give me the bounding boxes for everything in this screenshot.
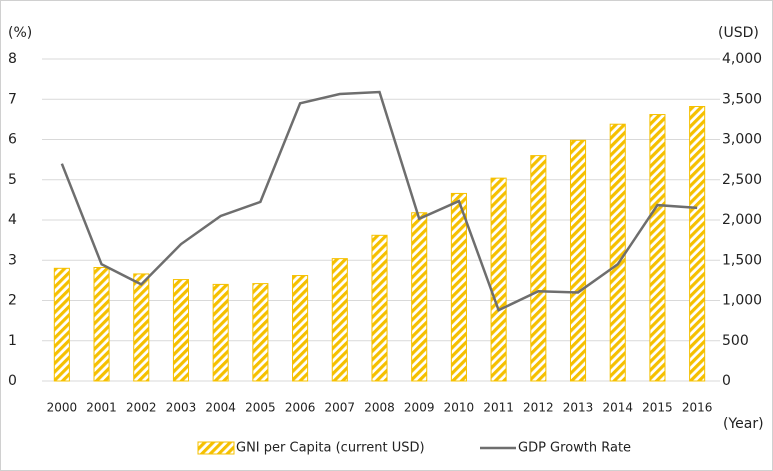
bar: [371, 234, 388, 382]
legend-swatch: [197, 441, 235, 455]
y2-tick-label: 2,500: [722, 172, 762, 188]
x-tick-label: 2004: [205, 401, 236, 415]
x-tick-label: 2016: [682, 401, 713, 415]
x-tick-label: 2006: [285, 401, 316, 415]
y2-tick-label: 4,000: [722, 51, 762, 67]
x-tick-label: 2013: [563, 401, 594, 415]
y-tick-label: 1: [8, 333, 17, 349]
x-tick-label: 2010: [444, 401, 475, 415]
bar: [93, 266, 110, 382]
y2-tick-label: 3,500: [722, 91, 762, 107]
bar: [450, 192, 467, 382]
line: [60, 90, 698, 312]
y2-tick-label: 0: [722, 373, 731, 389]
y-tick-label: 8: [8, 51, 17, 67]
bar: [689, 105, 706, 382]
bar: [292, 275, 309, 382]
bar: [609, 123, 626, 382]
y-tick-label: 5: [8, 172, 17, 188]
x-axis-label: (Year): [723, 416, 764, 432]
x-tick-label: 2007: [325, 401, 356, 415]
bar: [530, 155, 547, 382]
x-tick-label: 2009: [404, 401, 435, 415]
bar: [649, 114, 666, 382]
bar: [569, 139, 587, 382]
y-tick-label: 6: [8, 132, 17, 148]
legend-label: GDP Growth Rate: [518, 441, 631, 456]
y2-tick-label: 1,500: [722, 252, 762, 268]
y-axis-label: (%): [8, 25, 32, 41]
bar: [172, 279, 190, 382]
y-tick-label: 2: [8, 293, 17, 309]
bar: [252, 283, 269, 382]
y2-axis-label: (USD): [718, 25, 759, 41]
y2-tick-label: 2,000: [722, 212, 762, 228]
x-tick-label: 2012: [523, 401, 554, 415]
x-tick-label: 2014: [602, 401, 633, 415]
x-tick-label: 2011: [483, 401, 514, 415]
bar: [53, 267, 70, 382]
y2-tick-label: 500: [722, 333, 749, 349]
x-tick-label: 2000: [47, 401, 78, 415]
y2-tick-label: 1,000: [722, 293, 762, 309]
y-tick-label: 3: [8, 252, 17, 268]
y-tick-label: 4: [8, 212, 17, 228]
legend-label: GNI per Capita (current USD): [236, 441, 425, 456]
x-tick-label: 2005: [245, 401, 276, 415]
x-tick-label: 2003: [166, 401, 197, 415]
bar: [212, 283, 229, 382]
y2-tick-label: 3,000: [722, 132, 762, 148]
bar: [133, 273, 150, 382]
y-tick-label: 7: [8, 91, 17, 107]
x-tick-label: 2001: [86, 401, 117, 415]
x-tick-label: 2015: [642, 401, 673, 415]
bar: [331, 258, 348, 382]
x-tick-label: 2002: [126, 401, 157, 415]
y-tick-label: 0: [8, 373, 17, 389]
bar: [490, 177, 507, 382]
x-tick-label: 2008: [364, 401, 395, 415]
bar: [411, 212, 428, 382]
